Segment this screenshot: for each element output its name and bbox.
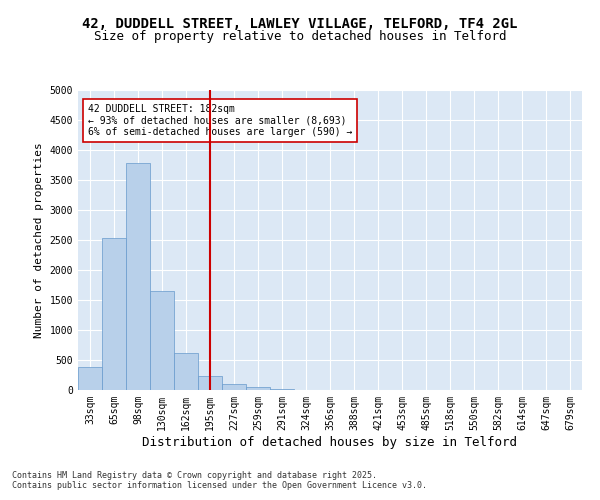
Text: Contains HM Land Registry data © Crown copyright and database right 2025.
Contai: Contains HM Land Registry data © Crown c… [12, 470, 427, 490]
Bar [78, 367, 102, 390]
Text: 42 DUDDELL STREET: 182sqm
← 93% of detached houses are smaller (8,693)
6% of sem: 42 DUDDELL STREET: 182sqm ← 93% of detac… [88, 104, 352, 136]
Bar [150, 291, 174, 390]
X-axis label: Distribution of detached houses by size in Telford: Distribution of detached houses by size … [143, 436, 517, 448]
Bar [222, 384, 246, 390]
Bar [126, 163, 150, 390]
Text: Size of property relative to detached houses in Telford: Size of property relative to detached ho… [94, 30, 506, 43]
Text: 42, DUDDELL STREET, LAWLEY VILLAGE, TELFORD, TF4 2GL: 42, DUDDELL STREET, LAWLEY VILLAGE, TELF… [82, 18, 518, 32]
Bar [174, 353, 198, 390]
Y-axis label: Number of detached properties: Number of detached properties [34, 142, 44, 338]
Bar [246, 386, 270, 390]
Bar [198, 376, 222, 390]
Bar [102, 238, 126, 390]
